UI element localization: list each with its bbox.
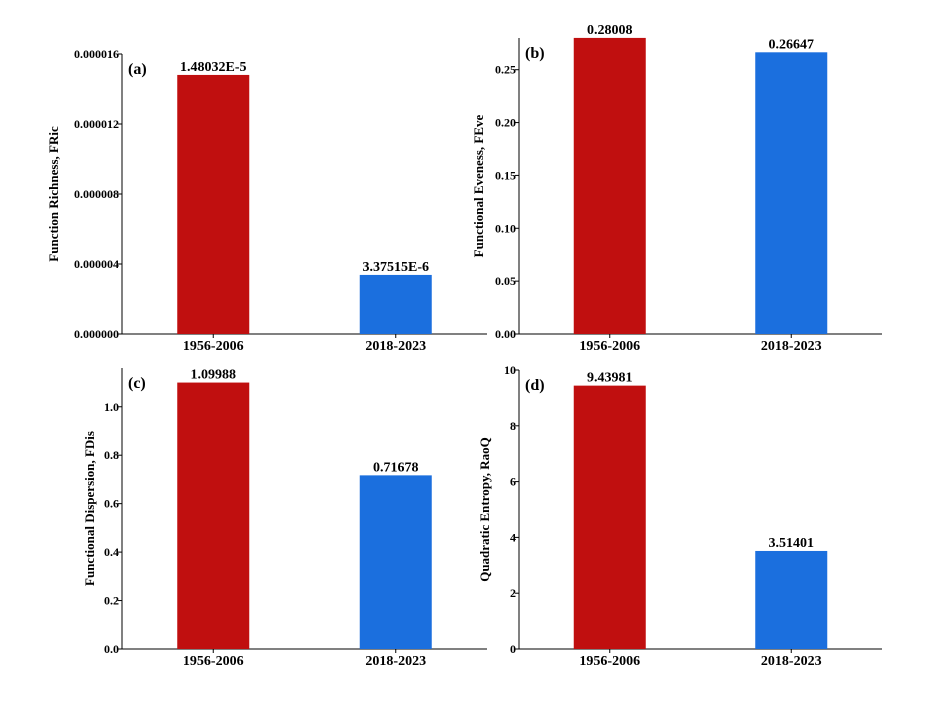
x-tick-label: 1956-2006	[183, 339, 244, 354]
x-tick-label: 2018-2023	[761, 339, 822, 354]
x-tick-label: 2018-2023	[365, 654, 426, 669]
bar-1956-2006	[573, 385, 646, 649]
chart-panel-b: 0.00 0.05 0.10 0.15 0.20 0.25 0.28008 1956-2006…	[471, 23, 882, 354]
panel-label: (a)	[128, 61, 147, 78]
y-tick-label: 0.000004	[74, 257, 119, 271]
panel-label: (c)	[128, 375, 146, 392]
y-tick-label: 0.15	[495, 168, 516, 182]
y-tick-label: 2	[510, 586, 516, 600]
y-tick-label: 8	[510, 419, 516, 433]
y-tick-label: 0	[510, 642, 516, 656]
x-tick-label: 1956-2006	[183, 654, 244, 669]
y-tick-label: 0.00	[495, 327, 516, 341]
y-tick-label: 0.6	[104, 497, 119, 511]
y-tick-label: 0.000000	[74, 327, 119, 341]
y-axis-title: Functional Dispersion, FDis	[82, 431, 97, 586]
panel-label: (d)	[525, 377, 545, 394]
chart-panel-a: 0.000000 0.000004 0.000008 0.000012 0.000016…	[46, 47, 487, 354]
panel-label: (b)	[525, 45, 545, 62]
bar-2018-2023	[755, 550, 828, 649]
bar-value-label: 3.37515E-6	[363, 260, 430, 275]
x-tick-label: 1956-2006	[579, 654, 640, 669]
bar-2018-2023	[359, 274, 432, 334]
bar-1956-2006	[177, 74, 250, 334]
bar-value-label: 0.26647	[769, 37, 815, 52]
y-tick-label: 1.0	[104, 400, 119, 414]
x-tick-label: 1956-2006	[579, 339, 640, 354]
bar-value-label: 1.48032E-5	[180, 60, 247, 75]
bar-2018-2023	[755, 52, 828, 335]
y-tick-label: 0.000012	[74, 117, 119, 131]
y-axis-title: Functional Eveness, FEve	[471, 114, 486, 257]
y-tick-label: 0.05	[495, 274, 516, 288]
y-tick-label: 0.25	[495, 63, 516, 77]
y-tick-label: 0.20	[495, 116, 516, 130]
y-axis-title: Function Richness, FRic	[46, 126, 61, 262]
bar-value-label: 0.71678	[373, 460, 419, 475]
chart-panel-c: 0.0 0.2 0.4 0.6 0.8 1.0 1.09988 1956-2006 0.7167…	[82, 368, 487, 669]
x-tick-label: 2018-2023	[365, 339, 426, 354]
y-tick-label: 0.000016	[74, 47, 119, 61]
y-tick-label: 0.4	[104, 545, 119, 559]
y-tick-label: 0.2	[104, 594, 119, 608]
y-tick-label: 0.0	[104, 642, 119, 656]
bar-2018-2023	[359, 475, 432, 649]
bar-value-label: 1.09988	[191, 368, 237, 383]
y-tick-label: 6	[510, 475, 516, 489]
y-tick-label: 0.8	[104, 448, 119, 462]
y-tick-label: 0.000008	[74, 187, 119, 201]
bar-1956-2006	[177, 382, 250, 649]
bar-1956-2006	[573, 37, 646, 334]
chart-panel-d: 0 2 4 6 8 10 9.43981 1956-2006 3.51401 2018-2023 (…	[477, 363, 882, 669]
y-tick-label: 4	[510, 530, 516, 544]
y-tick-label: 10	[504, 363, 516, 377]
bar-value-label: 9.43981	[587, 371, 633, 386]
y-axis-title: Quadratic Entropy, RaoQ	[477, 437, 492, 582]
x-tick-label: 2018-2023	[761, 654, 822, 669]
bar-value-label: 3.51401	[769, 536, 815, 551]
y-tick-label: 0.10	[495, 221, 516, 235]
bar-value-label: 0.28008	[587, 23, 633, 38]
